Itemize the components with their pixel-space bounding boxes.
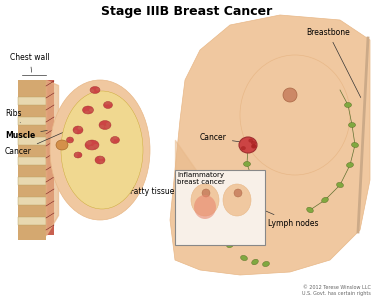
Ellipse shape [194,195,216,219]
Ellipse shape [78,126,82,130]
Ellipse shape [241,146,246,150]
Ellipse shape [249,175,255,181]
Ellipse shape [85,111,89,114]
Circle shape [202,189,210,197]
Ellipse shape [262,261,269,267]
Ellipse shape [73,126,83,134]
Ellipse shape [243,161,250,166]
Circle shape [283,88,297,102]
Ellipse shape [75,155,78,158]
Ellipse shape [345,103,351,107]
Ellipse shape [226,242,233,247]
Ellipse shape [251,145,256,148]
Ellipse shape [99,121,111,130]
FancyBboxPatch shape [18,97,46,105]
Text: Cancer: Cancer [200,134,245,142]
Ellipse shape [105,102,109,104]
Ellipse shape [191,184,219,216]
Text: Ribs: Ribs [5,109,21,123]
Ellipse shape [307,207,313,213]
Ellipse shape [241,255,248,261]
Ellipse shape [248,139,254,142]
Ellipse shape [100,125,105,128]
Ellipse shape [104,102,108,105]
Text: Chest wall: Chest wall [10,52,50,72]
FancyBboxPatch shape [18,157,46,165]
Ellipse shape [76,152,79,154]
Ellipse shape [108,102,111,105]
Ellipse shape [348,122,355,128]
Ellipse shape [99,156,103,159]
Ellipse shape [111,139,114,142]
Ellipse shape [50,80,150,220]
Ellipse shape [90,90,94,93]
Ellipse shape [56,140,68,150]
Text: Lymph nodes: Lymph nodes [255,206,318,227]
Circle shape [234,189,242,197]
Text: Cancer: Cancer [5,126,78,157]
Ellipse shape [89,146,94,150]
Ellipse shape [251,144,257,148]
FancyBboxPatch shape [18,137,46,145]
Ellipse shape [237,232,243,238]
Ellipse shape [89,108,93,111]
Ellipse shape [223,184,251,216]
Ellipse shape [85,140,99,150]
Polygon shape [170,15,370,275]
FancyBboxPatch shape [18,217,46,225]
Ellipse shape [61,91,143,209]
FancyBboxPatch shape [18,197,46,205]
Ellipse shape [106,122,111,126]
Ellipse shape [96,88,100,91]
Ellipse shape [86,141,92,145]
Ellipse shape [114,137,118,140]
Ellipse shape [99,156,103,159]
Ellipse shape [251,141,256,145]
Ellipse shape [105,125,110,129]
Ellipse shape [78,126,82,130]
Ellipse shape [93,144,99,148]
Bar [175,170,265,245]
Ellipse shape [74,153,77,155]
Text: Stage IIIB Breast Cancer: Stage IIIB Breast Cancer [101,5,273,18]
Ellipse shape [351,142,358,148]
Text: © 2012 Terese Winslow LLC
U.S. Govt. has certain rights: © 2012 Terese Winslow LLC U.S. Govt. has… [302,285,371,296]
Ellipse shape [82,106,93,114]
FancyBboxPatch shape [46,80,54,235]
Ellipse shape [252,190,258,194]
Ellipse shape [69,137,72,140]
Ellipse shape [322,197,328,203]
Ellipse shape [66,137,74,143]
Ellipse shape [239,137,257,153]
FancyBboxPatch shape [18,117,46,125]
Ellipse shape [99,160,104,164]
Ellipse shape [89,109,93,112]
Text: Inflammatory
breast cancer: Inflammatory breast cancer [177,172,225,185]
Ellipse shape [346,163,354,167]
Ellipse shape [69,141,72,143]
Ellipse shape [244,219,251,225]
Ellipse shape [336,182,344,188]
Ellipse shape [74,152,82,158]
Ellipse shape [90,89,94,92]
FancyBboxPatch shape [18,177,46,185]
Ellipse shape [104,101,112,109]
Ellipse shape [95,156,105,164]
Ellipse shape [240,55,350,175]
Text: Muscle: Muscle [5,130,47,140]
Ellipse shape [112,136,116,140]
Text: Fatty tissue: Fatty tissue [115,188,174,197]
Ellipse shape [249,206,256,211]
Ellipse shape [111,136,120,143]
Ellipse shape [90,86,100,94]
FancyBboxPatch shape [18,80,46,240]
Text: Breastbone: Breastbone [306,28,361,98]
Ellipse shape [252,259,258,265]
Ellipse shape [74,130,78,133]
Ellipse shape [67,138,69,141]
